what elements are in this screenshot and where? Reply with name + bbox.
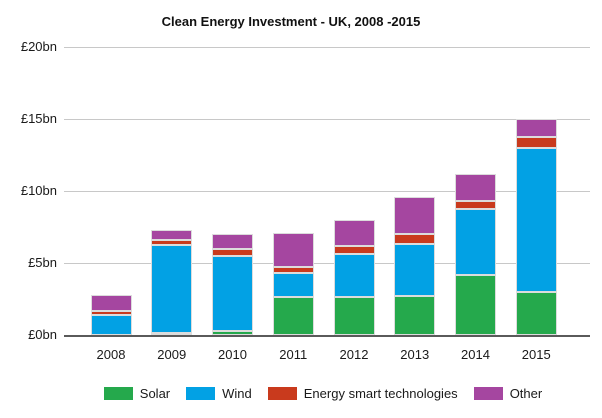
bar-segment-wind-2012 (333, 253, 375, 297)
legend-swatch-solar (103, 387, 133, 400)
x-axis-label-2011: 2011 (279, 347, 308, 362)
bar-segment-other-2009 (151, 230, 193, 241)
x-axis-label-2014: 2014 (461, 347, 490, 362)
bar-segment-wind-2014 (455, 209, 496, 276)
bar-segment-energy-smart-technologies-2015 (515, 137, 557, 149)
legend: Solar Wind Energy smart technologies Other (22, 386, 602, 401)
legend-label: Solar (139, 386, 171, 401)
bar-segment-energy-smart-technologies-2013 (394, 234, 436, 245)
chart-title: Clean Energy Investment - UK, 2008 -2015 (161, 14, 421, 29)
bar-segment-wind-2010 (212, 255, 253, 331)
y-axis-tick-label: £15bn (20, 111, 57, 127)
bar-segment-solar-2009 (151, 332, 193, 335)
bar-segment-solar-2013 (394, 296, 436, 335)
y-axis-tick-label: £5bn (28, 255, 57, 271)
legend-label: Wind (222, 386, 252, 401)
bar-segment-energy-smart-technologies-2011 (272, 267, 314, 274)
x-axis-label-2009: 2009 (157, 347, 187, 362)
legend-label: Energy smart technologies (303, 386, 458, 401)
gridline-5bn (64, 263, 590, 265)
gridline-20bn (64, 47, 590, 49)
bar-segment-other-2011 (272, 232, 314, 268)
x-axis-label-2008: 2008 (96, 347, 126, 362)
bar-segment-wind-2011 (272, 273, 314, 297)
bar-segment-energy-smart-technologies-2012 (333, 245, 375, 254)
bar-segment-other-2013 (394, 196, 436, 235)
bar-segment-energy-smart-technologies-2014 (455, 200, 496, 210)
x-axis-label-2010: 2010 (218, 347, 247, 362)
bar-segment-other-2015 (515, 119, 557, 138)
legend-swatch-wind (186, 387, 216, 400)
x-axis-label-2013: 2013 (400, 347, 430, 362)
gridline-15bn (64, 119, 590, 121)
bar-segment-wind-2008 (90, 314, 132, 335)
bar-segment-wind-2009 (151, 245, 193, 333)
bar-segment-solar-2010 (212, 330, 253, 335)
y-axis-tick-label: £10bn (20, 183, 57, 199)
bar-segment-solar-2012 (333, 296, 375, 335)
bar-segment-energy-smart-technologies-2010 (212, 248, 253, 256)
legend-item-energy-smart-technologies: Energy smart technologies (267, 386, 458, 401)
legend-item-wind: Wind (186, 386, 252, 401)
bar-segment-solar-2011 (272, 296, 314, 335)
bar-segment-wind-2013 (394, 244, 436, 297)
legend-item-solar: Solar (103, 386, 171, 401)
bar-segment-other-2008 (90, 294, 132, 312)
legend-item-other: Other (473, 386, 543, 401)
bar-segment-other-2010 (212, 233, 253, 249)
gridline-10bn (64, 191, 590, 193)
x-axis-label-2015: 2015 (521, 347, 551, 362)
bar-segment-other-2012 (333, 219, 375, 246)
x-axis-line (64, 335, 590, 337)
x-axis-label-2012: 2012 (339, 347, 369, 362)
bar-segment-solar-2014 (455, 275, 496, 335)
bar-segment-energy-smart-technologies-2009 (151, 240, 193, 246)
legend-swatch-other (473, 387, 503, 400)
y-axis-tick-label: £0bn (28, 327, 57, 342)
legend-swatch-energy-smart-technologies (267, 387, 297, 400)
bar-segment-solar-2015 (515, 291, 557, 335)
bar-segment-energy-smart-technologies-2008 (90, 311, 132, 315)
legend-label: Other (509, 386, 543, 401)
bar-segment-other-2014 (455, 173, 496, 201)
bar-segment-wind-2015 (515, 148, 557, 292)
y-axis-tick-label: £20bn (20, 39, 57, 55)
